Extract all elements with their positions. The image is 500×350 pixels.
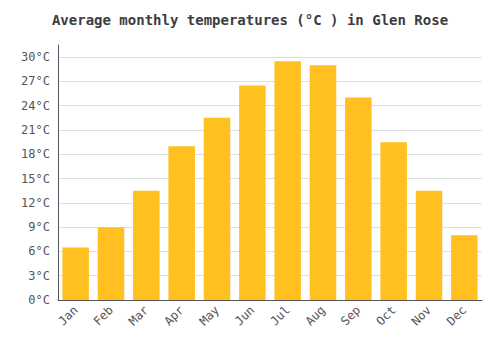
svg-text:Average monthly temperatures (: Average monthly temperatures (°C ) in Gl… xyxy=(52,12,448,28)
svg-text:Jun: Jun xyxy=(232,303,257,328)
svg-text:3°C: 3°C xyxy=(28,269,50,283)
svg-text:May: May xyxy=(197,303,222,328)
svg-text:Jan: Jan xyxy=(55,303,80,328)
svg-text:Apr: Apr xyxy=(161,303,186,328)
svg-text:6°C: 6°C xyxy=(28,244,50,258)
svg-text:Aug: Aug xyxy=(303,303,328,328)
svg-text:Oct: Oct xyxy=(373,303,398,328)
svg-text:18°C: 18°C xyxy=(21,147,50,161)
svg-text:0°C: 0°C xyxy=(28,293,50,307)
svg-text:12°C: 12°C xyxy=(21,196,50,210)
svg-text:9°C: 9°C xyxy=(28,220,50,234)
svg-text:24°C: 24°C xyxy=(21,99,50,113)
svg-text:Sep: Sep xyxy=(338,303,363,328)
svg-text:Dec: Dec xyxy=(444,303,469,328)
svg-text:Nov: Nov xyxy=(409,303,434,328)
svg-text:Mar: Mar xyxy=(126,303,151,328)
svg-text:Jul: Jul xyxy=(267,303,292,328)
svg-text:Feb: Feb xyxy=(91,303,116,328)
svg-text:15°C: 15°C xyxy=(21,172,50,186)
svg-text:27°C: 27°C xyxy=(21,74,50,88)
svg-text:30°C: 30°C xyxy=(21,50,50,64)
svg-text:21°C: 21°C xyxy=(21,123,50,137)
